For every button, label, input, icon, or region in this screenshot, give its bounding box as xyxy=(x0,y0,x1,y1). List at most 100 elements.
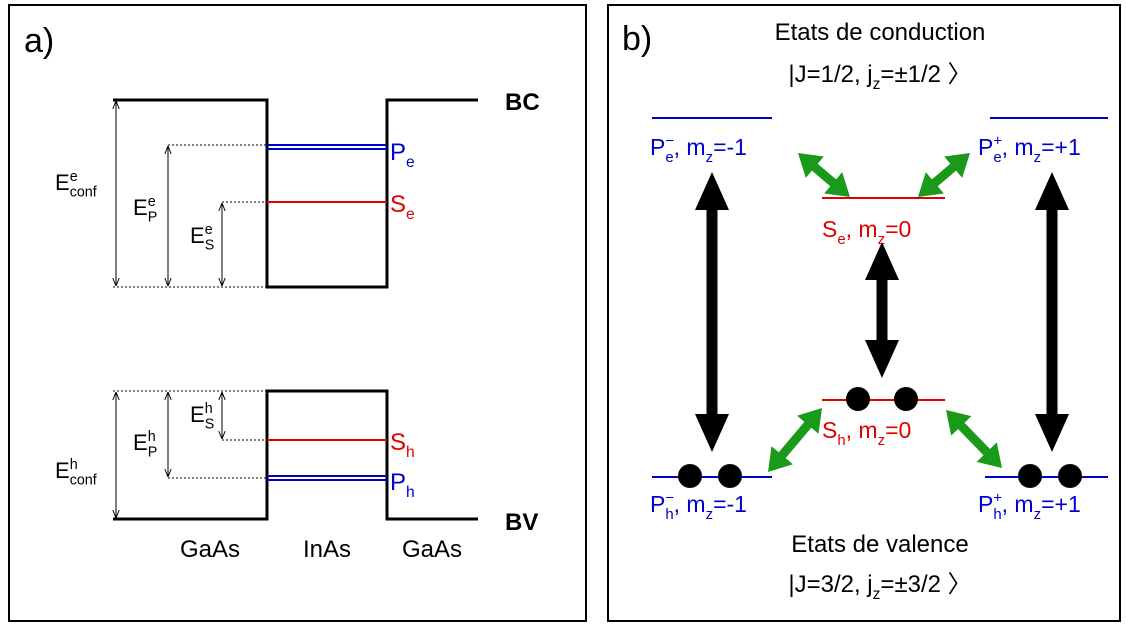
material-label: GaAs xyxy=(402,536,462,563)
label-part: − xyxy=(665,132,674,149)
label-part: E xyxy=(133,195,148,220)
band-label: BV xyxy=(505,509,538,536)
label-part: |J=3/2, j xyxy=(788,571,872,598)
panel-b-frame xyxy=(607,4,1121,622)
label-part: S xyxy=(822,216,837,242)
label-part: E xyxy=(133,430,148,455)
label-part: E xyxy=(190,223,205,248)
label-part: =±3/2 〉 xyxy=(880,571,971,598)
level-label: Eh S xyxy=(190,401,214,433)
carriers xyxy=(678,387,1082,488)
label-part: =-1 xyxy=(713,134,747,160)
level-label: Sh xyxy=(390,429,415,461)
label-part: P xyxy=(390,469,406,496)
label-part: =+1 xyxy=(1041,134,1081,160)
panel-a-frame xyxy=(8,4,587,622)
label-part: E xyxy=(190,402,205,427)
level-label: Ph xyxy=(390,469,415,501)
label-part: P xyxy=(978,134,993,160)
level-label: Ee conf xyxy=(55,169,97,201)
level-label: Eh P xyxy=(133,429,157,461)
label-part: conf xyxy=(70,473,97,489)
label-part: h xyxy=(993,506,1001,523)
arrow xyxy=(798,153,850,197)
label-part: , m xyxy=(846,216,878,242)
label-part: e xyxy=(148,194,156,210)
level-label: P+ h, mz=+1 xyxy=(978,489,1081,523)
section-title: Etats de conduction xyxy=(775,19,986,46)
label-part: P xyxy=(148,210,158,226)
level-label: P− e, mz=-1 xyxy=(650,132,747,166)
panel-label: a) xyxy=(24,22,54,60)
label-part: + xyxy=(993,132,1002,149)
label-part: − xyxy=(665,489,674,506)
level-label: Ee S xyxy=(190,222,214,254)
label-part: e xyxy=(665,149,673,166)
level-label: Sh, mz=0 xyxy=(822,417,911,449)
label-part: S xyxy=(205,417,215,433)
arrow xyxy=(695,172,729,452)
level-label: |J=3/2, jz=±3/2 〉 xyxy=(788,571,971,603)
level-label: P+ e, mz=+1 xyxy=(978,132,1081,166)
label-part: P xyxy=(650,134,665,160)
label-part: , m xyxy=(846,417,878,443)
label-part: E xyxy=(55,170,70,195)
band-label: BC xyxy=(505,89,540,116)
energy-levels xyxy=(652,117,1108,478)
label-part: z xyxy=(1034,506,1041,523)
level-label: Pe xyxy=(390,139,415,171)
label-part: conf xyxy=(70,185,97,201)
label-part: S xyxy=(822,417,837,443)
arrow xyxy=(865,242,899,378)
transition-arrows xyxy=(695,153,1069,472)
label-part: |J=1/2, j xyxy=(788,61,872,88)
label-part: P xyxy=(390,139,406,166)
arrow xyxy=(1035,172,1069,452)
label-part: h xyxy=(406,444,415,461)
label-part: =+1 xyxy=(1041,491,1081,517)
level-label: |J=1/2, jz=±1/2 〉 xyxy=(788,61,971,93)
level-label: Se, mz=0 xyxy=(822,216,911,248)
label-part: z xyxy=(878,231,885,248)
label-part: , m xyxy=(674,134,706,160)
label-part: z xyxy=(878,432,885,449)
valence-band xyxy=(113,389,478,521)
label-part: e xyxy=(70,169,78,185)
arrow xyxy=(768,408,822,472)
panel-label: b) xyxy=(622,20,652,58)
label-part: , m xyxy=(1002,491,1034,517)
label-part: h xyxy=(406,484,415,501)
level-label: P− h, mz=-1 xyxy=(650,489,747,523)
label-part: h xyxy=(70,457,78,473)
arrow xyxy=(946,410,1002,468)
label-part: z xyxy=(706,149,713,166)
label-part: h xyxy=(148,429,156,445)
label-part: S xyxy=(390,429,406,456)
label-part: z xyxy=(1034,149,1041,166)
label-part: e xyxy=(993,149,1001,166)
label-part: =0 xyxy=(885,216,911,242)
label-part: e xyxy=(406,206,415,223)
label-part: , m xyxy=(674,491,706,517)
material-label: GaAs xyxy=(180,536,240,563)
label-part: e xyxy=(406,154,415,171)
level-label: Eh conf xyxy=(55,457,97,489)
level-label: Se xyxy=(390,191,415,223)
section-title: Etats de valence xyxy=(791,531,968,558)
label-part: P xyxy=(650,491,665,517)
label-part: z xyxy=(873,586,881,603)
conduction-band xyxy=(113,98,478,289)
label-part: S xyxy=(390,191,406,218)
label-part: z xyxy=(706,506,713,523)
label-part: =±1/2 〉 xyxy=(880,61,971,88)
label-part: z xyxy=(873,76,881,93)
label-part: h xyxy=(205,401,213,417)
label-part: e xyxy=(205,222,213,238)
label-part: P xyxy=(978,491,993,517)
label-part: =-1 xyxy=(713,491,747,517)
label-part: =0 xyxy=(885,417,911,443)
label-part: h xyxy=(837,432,845,449)
level-label: Ee P xyxy=(133,194,157,226)
label-part: E xyxy=(55,458,70,483)
